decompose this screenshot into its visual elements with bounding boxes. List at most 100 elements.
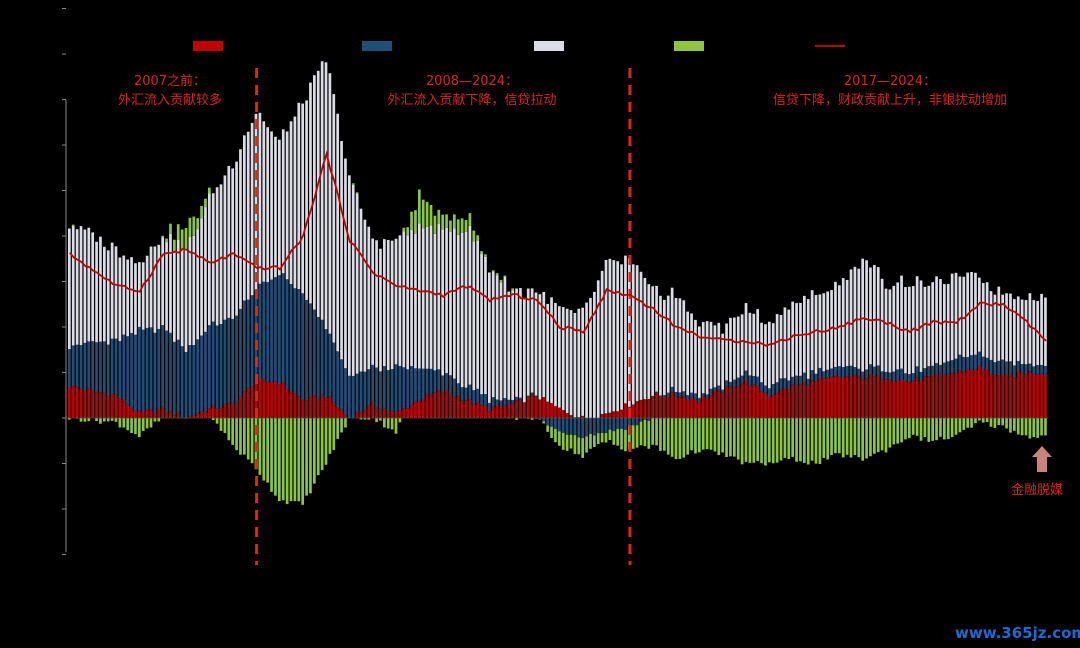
bar-segment-series-2 (596, 418, 600, 434)
bar-segment-series-4 (803, 418, 806, 463)
bar-segment-series-1 (406, 408, 410, 418)
bar-segment-series-3 (526, 288, 530, 396)
bar-segment-series-3 (915, 276, 919, 367)
bar-segment-series-2 (612, 418, 616, 432)
bar-segment-series-2 (838, 366, 841, 377)
bar-segment-series-4 (686, 418, 690, 455)
bar-segment-series-1 (83, 390, 87, 418)
bar-segment-series-1 (278, 383, 281, 418)
bar-segment-series-1 (643, 399, 647, 418)
bar-segment-series-4 (83, 418, 87, 422)
bar-segment-series-2 (519, 397, 522, 400)
bar-segment-series-3 (266, 127, 270, 283)
bar-segment-series-1 (336, 407, 340, 418)
bar-segment-series-4 (604, 433, 608, 443)
bar-segment-series-4 (911, 418, 915, 435)
bar-segment-series-3 (464, 231, 468, 388)
bar-segment-series-3 (799, 302, 802, 376)
bar-segment-series-1 (729, 386, 732, 418)
bar-segment-series-2 (604, 418, 608, 434)
bar-segment-series-4 (134, 418, 137, 435)
bar-segment-series-2 (729, 381, 732, 387)
bar-segment-series-2 (900, 368, 903, 380)
bar-segment-series-3 (106, 250, 110, 345)
bar-segment-series-4 (433, 215, 437, 234)
bar-segment-series-1 (153, 412, 157, 418)
bar-segment-series-2 (79, 345, 83, 389)
bar-segment-series-1 (791, 384, 795, 418)
bar-segment-series-4 (246, 418, 250, 460)
bar-segment-series-2 (713, 387, 717, 392)
bar-segment-series-2 (869, 364, 872, 375)
bar-segment-series-2 (1032, 366, 1036, 375)
bar-segment-series-2 (608, 418, 612, 430)
bar-segment-series-4 (974, 418, 977, 424)
bar-segment-series-1 (530, 394, 534, 418)
bar-segment-series-1 (787, 389, 791, 418)
bar-segment-series-4 (145, 418, 149, 429)
bar-segment-series-1 (103, 392, 106, 418)
bar-segment-series-3 (332, 94, 336, 343)
bar-segment-series-1 (526, 396, 530, 418)
bar-segment-series-3 (771, 323, 775, 385)
bar-segment-series-3 (75, 229, 79, 345)
bar-segment-series-4 (243, 418, 246, 455)
bar-segment-series-3 (437, 224, 441, 370)
bar-segment-series-1 (779, 389, 783, 418)
bar-segment-series-2 (748, 375, 752, 387)
bar-segment-series-4 (791, 418, 795, 457)
bar-segment-series-1 (262, 379, 266, 418)
bar-segment-series-4 (184, 228, 188, 250)
bar-segment-series-4 (908, 418, 911, 439)
bar-segment-series-1 (285, 388, 289, 418)
bar-segment-series-1 (775, 393, 779, 418)
bar-segment-series-3 (507, 291, 511, 400)
bar-segment-series-1 (250, 387, 254, 418)
bar-segment-series-4 (351, 183, 355, 185)
bar-segment-series-3 (593, 291, 596, 418)
bar-segment-series-1 (468, 399, 472, 418)
bar-segment-series-2 (285, 279, 289, 389)
bar-segment-series-4 (542, 421, 546, 424)
bar-segment-series-1 (554, 406, 557, 418)
bar-segment-series-3 (192, 235, 196, 345)
bar-segment-series-4 (546, 425, 550, 432)
bar-segment-series-2 (686, 395, 690, 400)
bar-segment-series-2 (1024, 364, 1028, 375)
bar-segment-series-4 (511, 288, 515, 291)
bar-segment-series-2 (1001, 359, 1005, 375)
bar-segment-series-3 (639, 271, 643, 400)
bar-segment-series-1 (884, 379, 888, 418)
bar-segment-series-3 (223, 175, 227, 320)
bar-segment-series-4 (270, 418, 273, 492)
bar-segment-series-2 (87, 341, 91, 389)
bar-segment-series-1 (822, 378, 826, 418)
bar-segment-series-3 (733, 317, 736, 380)
bar-segment-series-2 (91, 341, 95, 390)
bar-segment-series-2 (896, 369, 900, 381)
bar-segment-series-2 (939, 364, 942, 374)
bar-segment-series-3 (1005, 293, 1008, 362)
bar-segment-series-2 (818, 367, 822, 379)
bar-segment-series-2 (180, 346, 184, 418)
bar-segment-series-3 (1032, 300, 1036, 367)
bar-segment-series-2 (227, 317, 231, 404)
bar-segment-series-4 (581, 438, 585, 458)
bar-segment-series-1 (838, 376, 841, 418)
bar-segment-series-4 (729, 418, 732, 457)
bar-segment-series-4 (71, 224, 75, 227)
bar-segment-series-4 (970, 418, 973, 428)
bar-segment-series-1 (682, 396, 686, 418)
bar-segment-series-4 (880, 418, 884, 451)
bar-segment-series-3 (130, 257, 133, 333)
bar-segment-series-4 (110, 418, 114, 421)
bar-segment-series-4 (456, 219, 460, 235)
bar-segment-series-3 (453, 228, 456, 379)
bar-segment-series-2 (826, 369, 830, 378)
bar-segment-series-2 (367, 369, 371, 405)
bar-segment-series-1 (425, 394, 429, 418)
bar-segment-series-3 (169, 233, 172, 333)
bar-segment-series-4 (616, 429, 620, 446)
bar-segment-series-2 (639, 418, 643, 422)
bar-segment-series-4 (437, 209, 441, 225)
